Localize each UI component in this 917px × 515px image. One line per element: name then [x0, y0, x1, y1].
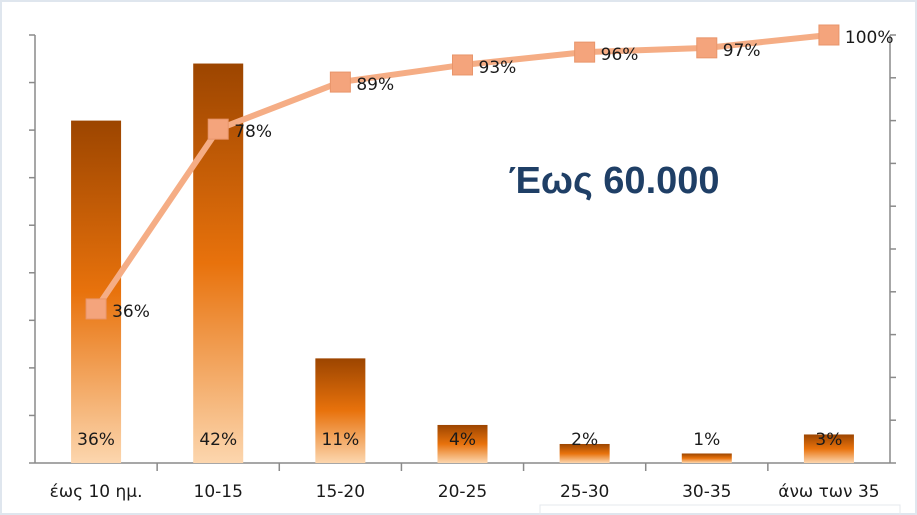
line-marker	[452, 54, 473, 76]
line-marker	[207, 118, 229, 140]
bar	[803, 434, 854, 463]
line-label: 100%	[845, 28, 894, 48]
x-tick-label: 30-35	[682, 482, 731, 502]
line-marker	[818, 24, 840, 46]
bar	[437, 424, 488, 463]
line-label: 97%	[723, 41, 761, 61]
line-label: 78%	[234, 122, 272, 142]
line-label: 96%	[601, 45, 639, 65]
x-tick-label: 20-25	[438, 482, 487, 502]
frame-box	[539, 504, 901, 515]
bar	[559, 443, 610, 463]
bar	[315, 358, 366, 463]
bar-label: 36%	[77, 430, 115, 450]
line-marker	[696, 37, 718, 59]
bar-label: 1%	[693, 430, 720, 450]
bar-label: 11%	[321, 430, 359, 450]
bar	[681, 453, 732, 463]
bar	[71, 120, 122, 463]
x-tick-label: 25-30	[560, 482, 609, 502]
line-marker	[574, 41, 596, 63]
x-tick-label: άνω των 35	[778, 482, 879, 502]
line-label: 93%	[479, 58, 517, 78]
x-tick-label: έως 10 ημ.	[50, 482, 143, 502]
bar-label: 2%	[571, 430, 598, 450]
x-tick-label: 15-20	[316, 482, 365, 502]
line-label: 36%	[112, 302, 150, 322]
line-marker	[85, 298, 107, 320]
bar-label: 3%	[815, 430, 842, 450]
annotation: Έως 60.000	[508, 160, 719, 202]
bar-label: 42%	[199, 430, 237, 450]
x-tick-label: 10-15	[194, 482, 243, 502]
bar-label: 4%	[449, 430, 476, 450]
line-label: 89%	[356, 75, 394, 95]
line-marker	[329, 71, 351, 93]
